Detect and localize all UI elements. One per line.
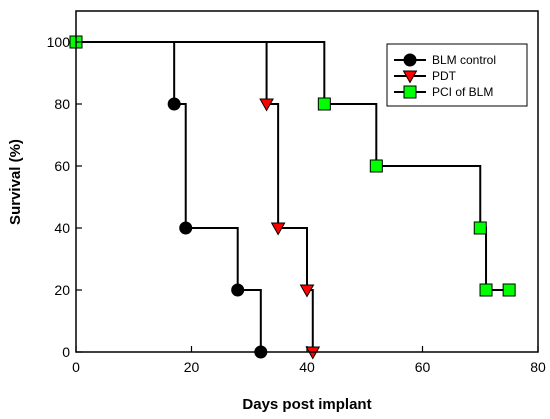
y-tick-label-3: 40 bbox=[54, 220, 70, 236]
series-2-point-2 bbox=[270, 222, 286, 236]
legend-label-2: PDT bbox=[432, 69, 457, 83]
legend-label-3: PCI of BLM bbox=[432, 85, 493, 99]
x-tick-label-5: 80 bbox=[530, 359, 546, 375]
y-tick-label-5: 80 bbox=[54, 96, 70, 112]
x-axis-title: Days post implant bbox=[242, 396, 371, 413]
x-tick-label-3: 40 bbox=[299, 359, 315, 375]
y-tick-label-6: 100 bbox=[47, 34, 71, 50]
series-line-2 bbox=[76, 41, 314, 352]
series-line-1 bbox=[76, 41, 262, 352]
legend-label-1: BLM control bbox=[432, 53, 496, 67]
x-tick-label-2: 20 bbox=[184, 359, 200, 375]
legend-marker-3 bbox=[403, 85, 417, 99]
series-1-point-1 bbox=[167, 97, 181, 111]
series-2-point-1 bbox=[259, 98, 274, 112]
y-tick-label-4: 60 bbox=[54, 158, 70, 174]
series-line-3 bbox=[76, 41, 510, 291]
series-3-point-5 bbox=[479, 283, 493, 297]
legend: BLM control PDT PCI of BLM bbox=[386, 43, 528, 107]
legend-marker-2 bbox=[402, 70, 418, 84]
series-2-point-3 bbox=[299, 284, 315, 298]
y-tick-label-1: 0 bbox=[62, 344, 70, 360]
y-tick-label-2: 20 bbox=[54, 282, 70, 298]
x-tick-label-1: 0 bbox=[72, 359, 80, 375]
x-tick-label-4: 60 bbox=[415, 359, 431, 375]
y-axis-title: Survival (%) bbox=[7, 139, 24, 225]
series-3-point-6 bbox=[502, 283, 516, 297]
series-1-point-3 bbox=[231, 283, 245, 297]
series-3-point-3 bbox=[369, 159, 383, 173]
series-3-point-4 bbox=[473, 221, 487, 235]
series-3-point-2 bbox=[317, 97, 331, 111]
legend-marker-1 bbox=[403, 53, 417, 67]
series-1-point-2 bbox=[179, 221, 193, 235]
